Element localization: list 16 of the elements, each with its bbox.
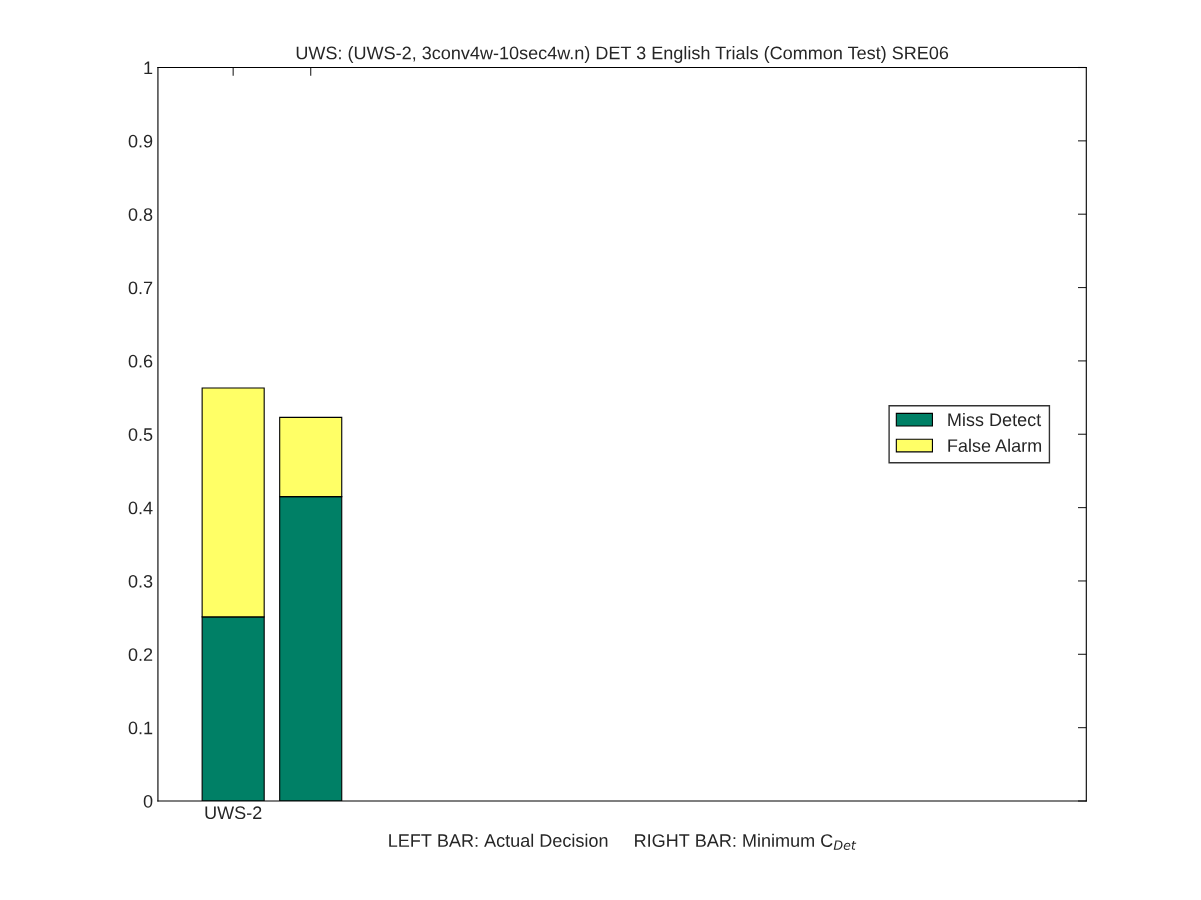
y-tick-label: 1 bbox=[144, 61, 153, 75]
x-axis-title: LEFT BAR: Actual Decision RIGHT BAR: Minimum C$_{Det}$ bbox=[389, 833, 857, 850]
y-tick-label: 0.6 bbox=[128, 354, 153, 368]
y-tick-label: 0.8 bbox=[128, 208, 153, 221]
y-tick-label: 0.1 bbox=[128, 721, 153, 735]
y-tick-label: 0.3 bbox=[128, 574, 153, 588]
y-tick-label: 0.5 bbox=[128, 428, 153, 441]
y-tick-label: 0.7 bbox=[128, 281, 153, 295]
y-tick-label: 0.9 bbox=[128, 134, 153, 148]
y-tick-label: 0.2 bbox=[128, 648, 153, 662]
text: UWS: (UWS-2, 3conv4w-10sec4w.n) DET 3 English Trials (Common Test) SRE06 bbox=[296, 46, 949, 63]
y-tick-label: 0.4 bbox=[128, 501, 153, 515]
y-tick-label: 0 bbox=[143, 794, 153, 808]
legend-label: Miss Detect bbox=[948, 412, 1042, 427]
x-tick-label: UWS-2 bbox=[205, 806, 262, 820]
legend-label: False Alarm bbox=[948, 438, 1042, 453]
